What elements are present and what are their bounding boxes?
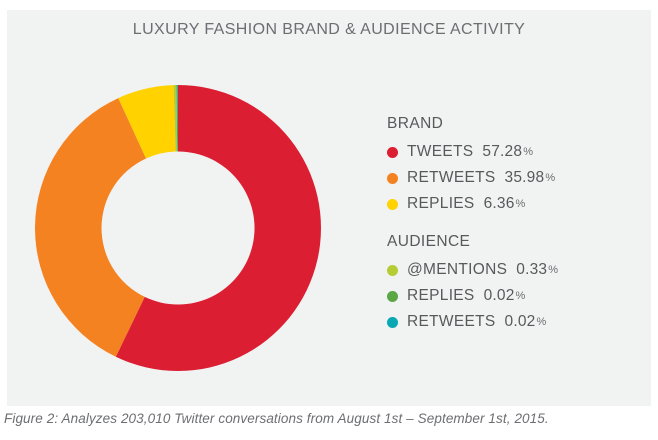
legend-item-audience-retweets: RETWEETS 0.02 %: [387, 309, 637, 335]
legend-group-audience: AUDIENCE @MENTIONS 0.33 % REPLIES 0.02 %…: [387, 231, 637, 335]
chart-title: LUXURY FASHION BRAND & AUDIENCE ACTIVITY: [132, 21, 526, 38]
percent-sign: %: [545, 172, 556, 184]
chart-legend: BRAND TWEETS 57.28 % RETWEETS 35.98 % RE…: [387, 113, 637, 335]
percent-sign: %: [536, 316, 547, 328]
percent-sign: %: [523, 146, 533, 158]
bullet-icon-audience-retweets: [387, 316, 398, 328]
legend-group-brand: BRAND TWEETS 57.28 % RETWEETS 35.98 % RE…: [387, 113, 637, 217]
bullet-icon-audience-replies: [387, 290, 398, 302]
bullet-icon-brand-retweets: [387, 172, 398, 184]
legend-value: 0.02: [483, 287, 515, 304]
donut-slice-brand-replies: [118, 85, 176, 159]
donut-slice-brand-retweets: [35, 98, 147, 357]
legend-item-brand-replies: REPLIES 6.36 %: [387, 191, 637, 217]
figure-caption: Figure 2: Analyzes 203,010 Twitter conve…: [4, 411, 549, 426]
donut-slice-audience-replies: [176, 85, 178, 152]
donut-slice-brand-tweets: [115, 85, 321, 371]
legend-label: @MENTIONS: [407, 261, 508, 278]
legend-value: 35.98: [504, 169, 545, 186]
chart-panel: LUXURY FASHION BRAND & AUDIENCE ACTIVITY…: [7, 10, 651, 406]
legend-label: REPLIES: [407, 195, 475, 212]
percent-sign: %: [515, 198, 526, 210]
legend-item-brand-retweets: RETWEETS 35.98 %: [387, 165, 637, 191]
legend-label: TWEETS: [407, 143, 474, 160]
percent-sign: %: [548, 264, 558, 276]
donut-chart-container: [35, 85, 321, 371]
legend-value: 0.02: [504, 313, 536, 330]
donut-chart: [35, 85, 321, 371]
bullet-icon-brand-replies: [387, 198, 398, 210]
legend-item-audience-mentions: @MENTIONS 0.33 %: [387, 257, 637, 283]
legend-value: 6.36: [483, 195, 515, 212]
bullet-icon-brand-tweets: [387, 146, 398, 158]
donut-slice-audience-mentions: [173, 85, 178, 152]
percent-sign: %: [515, 290, 526, 302]
bullet-icon-audience-mentions: [387, 264, 398, 276]
legend-value: 57.28: [482, 143, 523, 160]
legend-value: 0.33: [516, 261, 548, 278]
legend-item-audience-replies: REPLIES 0.02 %: [387, 283, 637, 309]
legend-heading-brand: BRAND: [387, 115, 444, 132]
legend-heading-audience: AUDIENCE: [387, 233, 471, 250]
donut-slice-audience-retweets: [177, 85, 178, 152]
legend-label: RETWEETS: [407, 169, 496, 186]
legend-label: RETWEETS: [407, 313, 496, 330]
legend-label: REPLIES: [407, 287, 475, 304]
legend-item-brand-tweets: TWEETS 57.28 %: [387, 139, 637, 165]
